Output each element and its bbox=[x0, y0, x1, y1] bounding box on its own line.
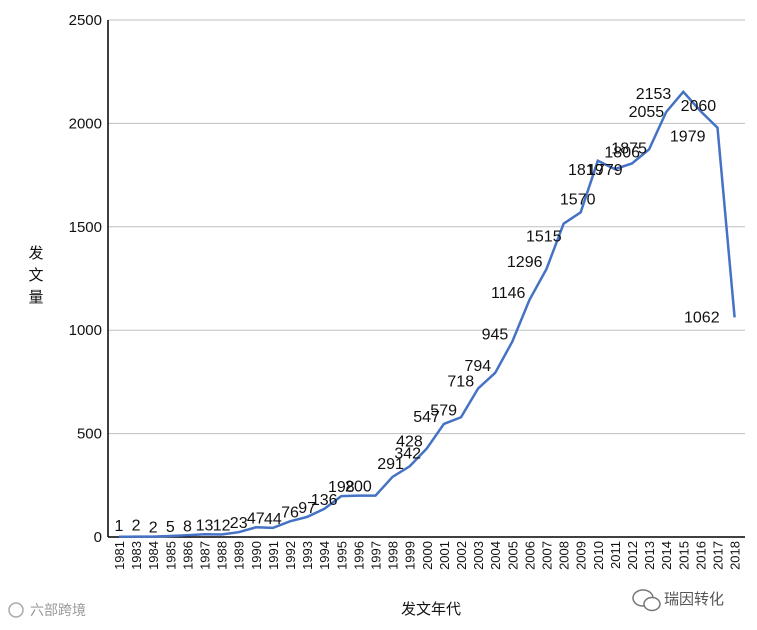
data-label: 2060 bbox=[681, 98, 717, 115]
x-tick-label: 2012 bbox=[625, 541, 640, 570]
x-tick-label: 2001 bbox=[437, 541, 452, 570]
x-tick-label: 2007 bbox=[540, 541, 555, 570]
x-tick-label: 2013 bbox=[642, 541, 657, 570]
x-tick-label: 2011 bbox=[608, 541, 623, 569]
data-label: 1146 bbox=[491, 285, 526, 302]
data-label: 1819 bbox=[568, 162, 604, 179]
data-label: 8 bbox=[183, 518, 192, 535]
watermark-right-text: 瑞因转化 bbox=[664, 590, 724, 608]
x-tick-label: 1988 bbox=[215, 541, 230, 570]
x-tick-label: 2017 bbox=[711, 541, 726, 570]
y-tick-label: 1000 bbox=[69, 322, 102, 339]
data-label: 136 bbox=[311, 492, 338, 509]
x-tick-label: 1990 bbox=[249, 541, 264, 570]
data-label: 2153 bbox=[636, 86, 672, 103]
data-label: 1062 bbox=[684, 309, 720, 326]
y-axis-title-char: 量 bbox=[28, 288, 43, 306]
y-tick-label: 2000 bbox=[69, 115, 102, 132]
data-label: 1515 bbox=[526, 229, 562, 246]
x-tick-label: 2015 bbox=[676, 541, 691, 570]
data-label: 97 bbox=[298, 500, 316, 517]
y-axis-title-char: 文 bbox=[28, 266, 43, 284]
data-label: 1979 bbox=[670, 129, 706, 146]
x-tick-label: 1994 bbox=[317, 541, 332, 570]
x-tick-label: 2009 bbox=[574, 541, 589, 570]
watermark-left: 六部跨境 bbox=[8, 602, 86, 619]
x-tick-label: 1993 bbox=[300, 541, 315, 570]
x-axis-title: 发文年代 bbox=[401, 600, 461, 618]
x-tick-label: 1986 bbox=[180, 541, 195, 570]
data-label: 945 bbox=[482, 327, 509, 344]
data-label: 342 bbox=[394, 445, 421, 462]
x-tick-label: 1996 bbox=[351, 541, 366, 570]
x-tick-label: 2003 bbox=[471, 541, 486, 570]
y-tick-label: 0 bbox=[94, 529, 102, 546]
x-axis-ticks: 1981 1983 1984 1985 1986 1987 1988 1989 1990 1991… bbox=[112, 541, 743, 570]
x-tick-label: 1992 bbox=[283, 541, 298, 570]
data-label: 23 bbox=[230, 515, 248, 532]
data-label: 47 bbox=[247, 510, 265, 527]
data-label: 579 bbox=[430, 402, 457, 419]
data-label: 428 bbox=[396, 433, 423, 450]
y-axis-title-char: 发 bbox=[28, 244, 43, 262]
y-axis-ticks: 0 500 1000 1500 2000 2500 bbox=[69, 12, 102, 546]
x-tick-label: 1998 bbox=[386, 541, 401, 570]
data-label: 2 bbox=[132, 518, 141, 535]
x-tick-label: 1989 bbox=[232, 541, 247, 570]
data-label: 1570 bbox=[560, 191, 596, 208]
data-label: 1296 bbox=[507, 254, 543, 271]
x-tick-label: 1983 bbox=[129, 541, 144, 570]
x-tick-label: 2004 bbox=[488, 541, 503, 570]
x-tick-label: 1997 bbox=[369, 541, 384, 570]
x-tick-label: 2008 bbox=[557, 541, 572, 570]
x-tick-label: 1981 bbox=[112, 541, 127, 570]
data-label: 2 bbox=[149, 520, 158, 537]
y-tick-label: 1500 bbox=[69, 219, 102, 236]
series-line bbox=[118, 89, 736, 539]
x-tick-label: 2016 bbox=[693, 541, 708, 570]
x-tick-label: 1999 bbox=[403, 541, 418, 570]
data-label: 1 bbox=[115, 518, 124, 535]
x-tick-label: 2000 bbox=[420, 541, 435, 570]
data-label: 5 bbox=[166, 519, 175, 536]
data-label: 1806 bbox=[604, 145, 640, 162]
data-label: 198 bbox=[328, 479, 355, 496]
data-label: 1875 bbox=[611, 140, 647, 157]
x-tick-label: 2018 bbox=[728, 541, 743, 570]
data-label: 2055 bbox=[629, 104, 665, 121]
data-label: 1779 bbox=[587, 162, 623, 179]
data-labels: 1 2 2 5 8 13 12 23 47 44 76 97136198200291342428547… bbox=[115, 86, 720, 537]
data-label: 76 bbox=[281, 504, 299, 521]
data-label: 12 bbox=[213, 518, 231, 535]
data-label: 718 bbox=[447, 374, 474, 391]
gridlines bbox=[108, 19, 745, 435]
x-tick-label: 1987 bbox=[198, 541, 213, 570]
watermark-right: 瑞因转化 bbox=[632, 589, 724, 612]
watermark-logo-icon bbox=[8, 602, 24, 618]
y-axis-title: 发文量 bbox=[28, 244, 43, 306]
data-label: 200 bbox=[345, 479, 372, 496]
wechat-icon bbox=[632, 589, 661, 612]
y-tick-label: 500 bbox=[77, 426, 102, 443]
data-label: 291 bbox=[377, 456, 404, 473]
x-tick-label: 2006 bbox=[522, 541, 537, 570]
x-tick-label: 2005 bbox=[505, 541, 520, 570]
x-tick-label: 2002 bbox=[454, 541, 469, 570]
x-tick-label: 2010 bbox=[591, 541, 606, 570]
data-label: 44 bbox=[264, 511, 282, 528]
watermark-left-text: 六部跨境 bbox=[30, 603, 86, 619]
x-tick-label: 1995 bbox=[334, 541, 349, 570]
data-label: 13 bbox=[196, 517, 214, 534]
x-tick-label: 1991 bbox=[266, 541, 281, 570]
x-tick-label: 1984 bbox=[146, 541, 161, 570]
data-label: 794 bbox=[464, 358, 491, 375]
x-tick-label: 1985 bbox=[163, 541, 178, 570]
data-label: 547 bbox=[413, 409, 440, 426]
x-tick-label: 2014 bbox=[659, 541, 674, 570]
y-tick-label: 2500 bbox=[69, 12, 102, 29]
